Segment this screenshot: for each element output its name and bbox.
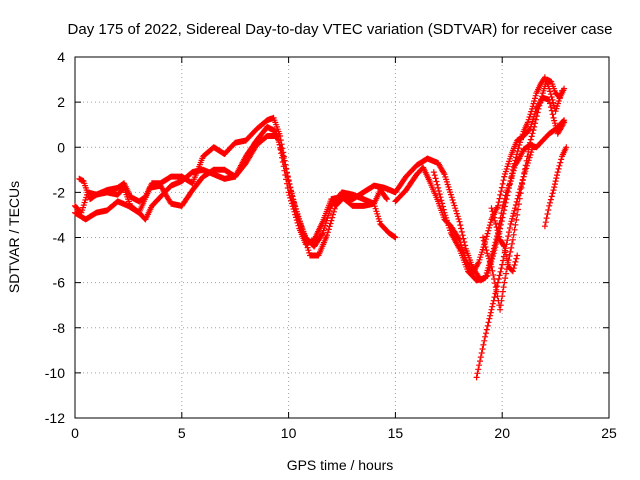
series-track-5 [430,117,568,284]
series-track-6 [473,146,536,381]
series-track-8 [488,205,521,275]
y-tick-label: -2 [53,184,66,200]
x-tick-label: 0 [71,425,79,441]
chart-title: Day 175 of 2022, Sidereal Day-to-day VTE… [68,21,613,38]
x-tick-label: 15 [388,425,404,441]
x-axis-label: GPS time / hours [287,457,394,473]
x-tick-label: 20 [494,425,510,441]
data-points [72,74,570,381]
x-tick-label: 10 [281,425,297,441]
series-track-7 [480,76,568,313]
y-tick-label: 0 [57,139,65,155]
y-tick-label: -4 [53,230,66,246]
x-tick-label: 25 [601,425,617,441]
series-track-9 [541,144,570,230]
data-point-markers [488,205,521,275]
y-tick-label: -6 [53,275,66,291]
y-axis-label: SDTVAR / TECUs [6,181,22,293]
data-point-markers [480,76,568,313]
series-track-1 [72,114,390,250]
data-point-markers [392,94,568,277]
y-tick-label: -10 [45,365,65,381]
data-point-markers [72,114,390,250]
y-tick-label: -8 [53,320,66,336]
y-tick-label: 2 [57,94,65,110]
series-track-4 [392,94,568,277]
grid [75,57,609,418]
data-point-markers [473,146,536,381]
axis-ticks: 0 5 10 15 20 25 -12 -10 -8 -6 -4 -2 0 2 4 [45,49,617,441]
data-point-markers [430,117,568,284]
x-tick-label: 5 [178,425,186,441]
y-tick-label: -12 [45,410,65,426]
data-point-markers [541,144,570,230]
y-tick-label: 4 [57,49,65,65]
